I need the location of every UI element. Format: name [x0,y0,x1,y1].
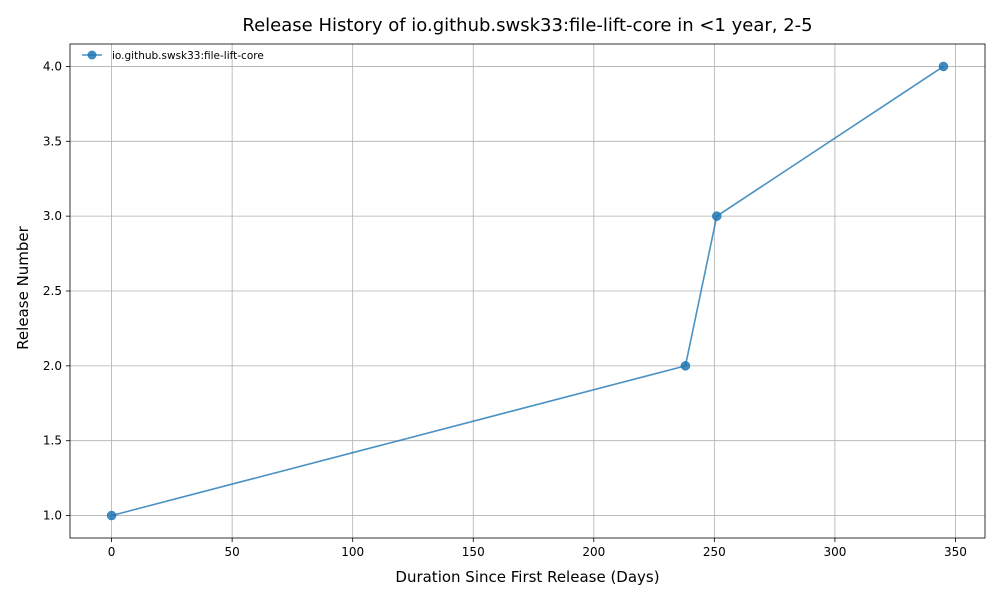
data-point [938,61,949,72]
x-tick-label: 200 [582,545,605,559]
y-tick-label: 1.0 [43,509,62,523]
x-tick-label: 50 [225,545,240,559]
y-tick-label: 1.5 [43,434,62,448]
data-series [106,61,949,521]
legend: io.github.swsk33:file-lift-core [82,50,264,62]
chart-title: Release History of io.github.swsk33:file… [242,15,812,36]
y-tick-label: 3.5 [43,134,62,148]
y-tick-label: 2.5 [43,284,62,298]
x-tick-label: 350 [944,545,967,559]
ticks: 0 50 100 150 200 250 300 350 1.0 1.5 2.0 2.5 3.0 3.5 4… [43,59,967,559]
x-tick-label: 0 [108,545,116,559]
legend-marker-swatch [87,50,97,60]
x-tick-label: 100 [341,545,364,559]
data-point [106,510,117,521]
x-axis-label: Duration Since First Release (Days) [395,568,659,586]
grid-lines [70,44,985,538]
y-tick-label: 4.0 [43,59,62,73]
y-axis-label: Release Number [14,225,32,349]
data-point [712,211,722,221]
series-line [111,65,944,517]
x-tick-label: 150 [462,545,485,559]
x-tick-label: 300 [823,545,846,559]
legend-label: io.github.swsk33:file-lift-core [112,50,264,62]
y-tick-label: 2.0 [43,359,62,373]
data-point [680,361,691,371]
y-tick-label: 3.0 [43,209,62,223]
x-tick-label: 250 [703,545,726,559]
